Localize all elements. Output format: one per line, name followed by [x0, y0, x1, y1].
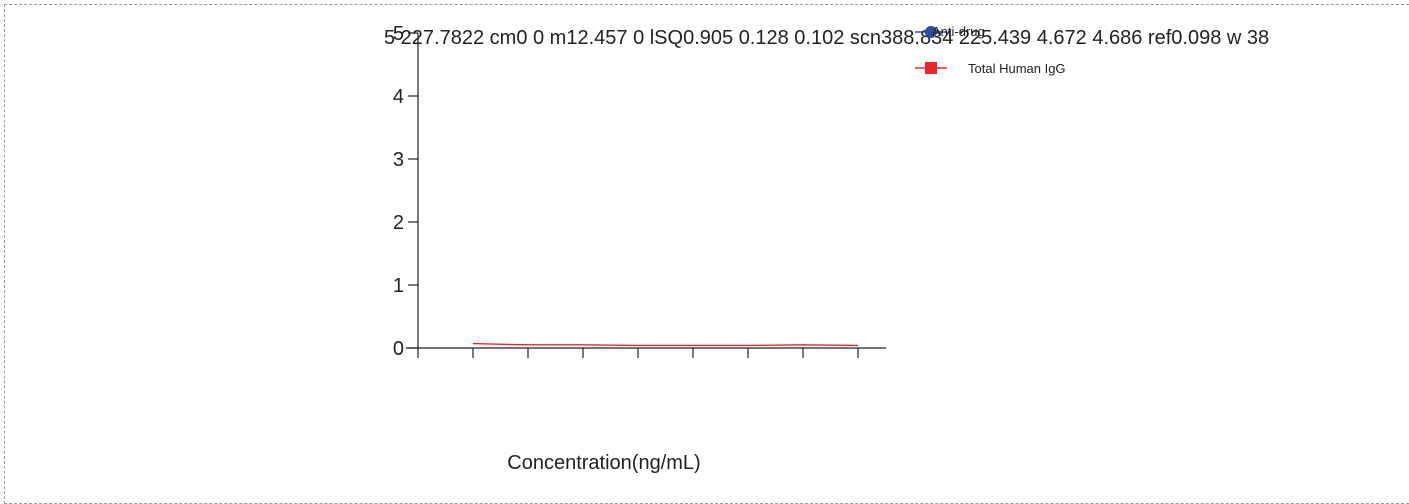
chart: 5 227.7822 cm0 0 m12.457 0 lSQ0.905 0.12…: [384, 23, 1269, 474]
y-ticks: 0 1 2 3 4 5: [393, 23, 418, 360]
legend-marker-circle: [925, 26, 937, 38]
y-tick-label: 0: [393, 338, 404, 360]
legend-label: Anti-drug: [932, 24, 985, 39]
legend: Anti-drug Total Human IgG: [915, 24, 1066, 76]
series-layer: [472, 342, 859, 347]
overlay-text: 5 227.7822 cm0 0 m12.457 0 lSQ0.905 0.12…: [384, 27, 1269, 49]
axes: [406, 33, 886, 350]
legend-label: Total Human IgG: [968, 61, 1066, 76]
series-line-total-human-igg: [472, 342, 859, 347]
x-ticks: [417, 348, 859, 358]
legend-marker-square: [925, 62, 937, 74]
y-tick-label: 4: [393, 86, 404, 108]
y-tick-label: 1: [393, 275, 404, 297]
y-tick-label: 3: [393, 149, 404, 171]
y-tick-label: 5: [393, 23, 404, 45]
x-axis-title: Concentration(ng/mL): [507, 452, 700, 474]
y-tick-label: 2: [393, 212, 404, 234]
